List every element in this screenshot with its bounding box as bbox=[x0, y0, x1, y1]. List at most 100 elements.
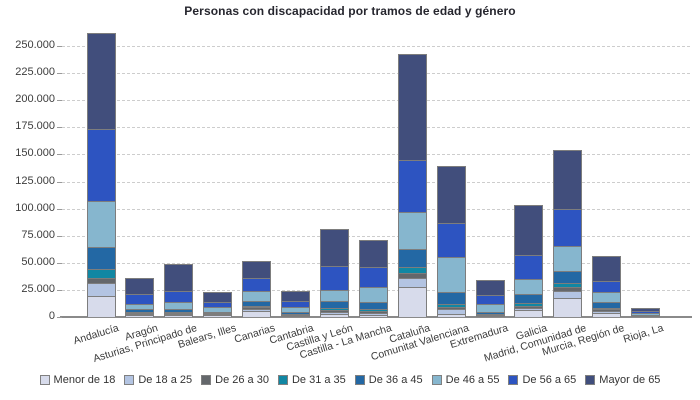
bar-segment bbox=[592, 302, 622, 308]
y-axis-tick bbox=[57, 289, 62, 291]
bar-segment bbox=[514, 294, 544, 303]
bar-segment bbox=[164, 314, 194, 315]
bar-segment bbox=[397, 287, 427, 317]
bar-segment bbox=[242, 278, 272, 291]
bar-segment bbox=[592, 292, 622, 302]
bar-segment bbox=[86, 129, 116, 201]
y-axis-tick bbox=[57, 208, 62, 210]
y-axis-tick-label: 175.000 bbox=[15, 120, 55, 133]
legend-label: De 36 a 45 bbox=[368, 374, 423, 386]
bar-segment bbox=[592, 311, 622, 313]
bar-segment bbox=[281, 316, 310, 317]
y-axis-tick-label: 75.000 bbox=[21, 228, 55, 241]
bar-segment bbox=[436, 292, 466, 304]
bar-segment bbox=[397, 54, 427, 160]
bar-segment bbox=[436, 223, 466, 257]
legend-swatch bbox=[354, 375, 365, 385]
legend-item: De 26 a 30 bbox=[201, 374, 269, 386]
bar-segment bbox=[319, 229, 349, 266]
bar-segment bbox=[358, 302, 388, 309]
bar-segment bbox=[631, 315, 661, 316]
bar-segment bbox=[631, 311, 661, 313]
gridline bbox=[62, 46, 690, 47]
y-axis-tick bbox=[57, 181, 62, 183]
y-axis-tick bbox=[57, 262, 62, 264]
bar-segment bbox=[281, 307, 310, 312]
legend-label: De 26 a 30 bbox=[215, 374, 269, 386]
bar-segment bbox=[436, 314, 466, 317]
bar-segment bbox=[514, 308, 544, 310]
bar-segment bbox=[397, 212, 427, 249]
bar-segment bbox=[475, 280, 505, 295]
bar-segment bbox=[553, 291, 583, 298]
y-axis-tick-label: 200.000 bbox=[15, 93, 55, 106]
y-axis-tick bbox=[57, 235, 62, 237]
bar-segment bbox=[358, 311, 388, 313]
bar-segment bbox=[203, 307, 233, 312]
bar-segment bbox=[475, 312, 505, 314]
legend-swatch bbox=[585, 375, 596, 385]
bar-segment bbox=[86, 296, 116, 317]
gridline bbox=[62, 235, 690, 237]
bar-segment bbox=[203, 312, 233, 313]
bar-segment bbox=[397, 273, 427, 278]
bar-segment bbox=[281, 291, 310, 301]
bar-segment bbox=[592, 308, 622, 309]
legend-item: Menor de 18 bbox=[39, 374, 116, 386]
legend: Menor de 18 De 18 a 25 De 26 a 30 De 31 a 3… bbox=[0, 374, 700, 386]
bar-segment bbox=[203, 314, 233, 315]
bar-segment bbox=[125, 278, 155, 294]
legend-item: De 18 a 25 bbox=[124, 374, 192, 386]
bar-segment bbox=[553, 150, 583, 209]
bar-segment bbox=[164, 313, 194, 314]
bar-segment bbox=[592, 281, 622, 292]
bar-segment bbox=[86, 247, 116, 269]
bar-segment bbox=[475, 295, 505, 304]
bar-segment bbox=[358, 287, 388, 302]
legend-swatch bbox=[431, 375, 442, 385]
x-axis-category-label: Andalucía bbox=[72, 322, 121, 348]
bar-segment bbox=[242, 291, 272, 301]
bar-segment bbox=[436, 304, 466, 307]
legend-item: De 46 a 55 bbox=[431, 374, 499, 386]
bar-segment bbox=[436, 309, 466, 314]
gridline bbox=[62, 73, 690, 75]
legend-label: De 56 a 65 bbox=[522, 374, 577, 386]
bar-segment bbox=[592, 313, 622, 317]
gridline bbox=[62, 154, 690, 156]
bar-segment bbox=[125, 309, 155, 312]
bar-segment bbox=[242, 301, 272, 306]
bar-segment bbox=[358, 309, 388, 311]
y-axis-tick bbox=[57, 46, 62, 47]
legend-label: De 31 a 35 bbox=[291, 374, 346, 386]
legend-label: Menor de 18 bbox=[53, 374, 116, 386]
bar-segment bbox=[319, 290, 349, 301]
bar-segment bbox=[553, 271, 583, 283]
bar-segment bbox=[86, 33, 116, 129]
bar-segment bbox=[514, 255, 544, 279]
bar-segment bbox=[125, 315, 155, 317]
bar-segment bbox=[358, 267, 388, 287]
bar-segment bbox=[242, 311, 272, 317]
bar-segment bbox=[475, 315, 505, 316]
bar-segment bbox=[125, 314, 155, 315]
bar-segment bbox=[281, 315, 310, 316]
bar-segment bbox=[514, 205, 544, 255]
bar-segment bbox=[125, 312, 155, 313]
bar-segment bbox=[397, 278, 427, 287]
bar-segment bbox=[319, 310, 349, 312]
y-axis-tick-label: 50.000 bbox=[21, 255, 55, 268]
bar-segment bbox=[281, 314, 310, 315]
bar-segment bbox=[514, 303, 544, 306]
y-axis-tick bbox=[57, 100, 62, 102]
bar-segment bbox=[592, 309, 622, 311]
legend-swatch bbox=[124, 375, 135, 385]
bar-segment bbox=[86, 278, 116, 283]
bar-segment bbox=[125, 294, 155, 304]
legend-item: De 36 a 45 bbox=[354, 374, 423, 386]
y-axis-tick-label: 150.000 bbox=[15, 147, 55, 160]
bar-segment bbox=[553, 287, 583, 291]
bar-segment bbox=[281, 301, 310, 307]
legend-item: De 31 a 35 bbox=[277, 374, 346, 386]
